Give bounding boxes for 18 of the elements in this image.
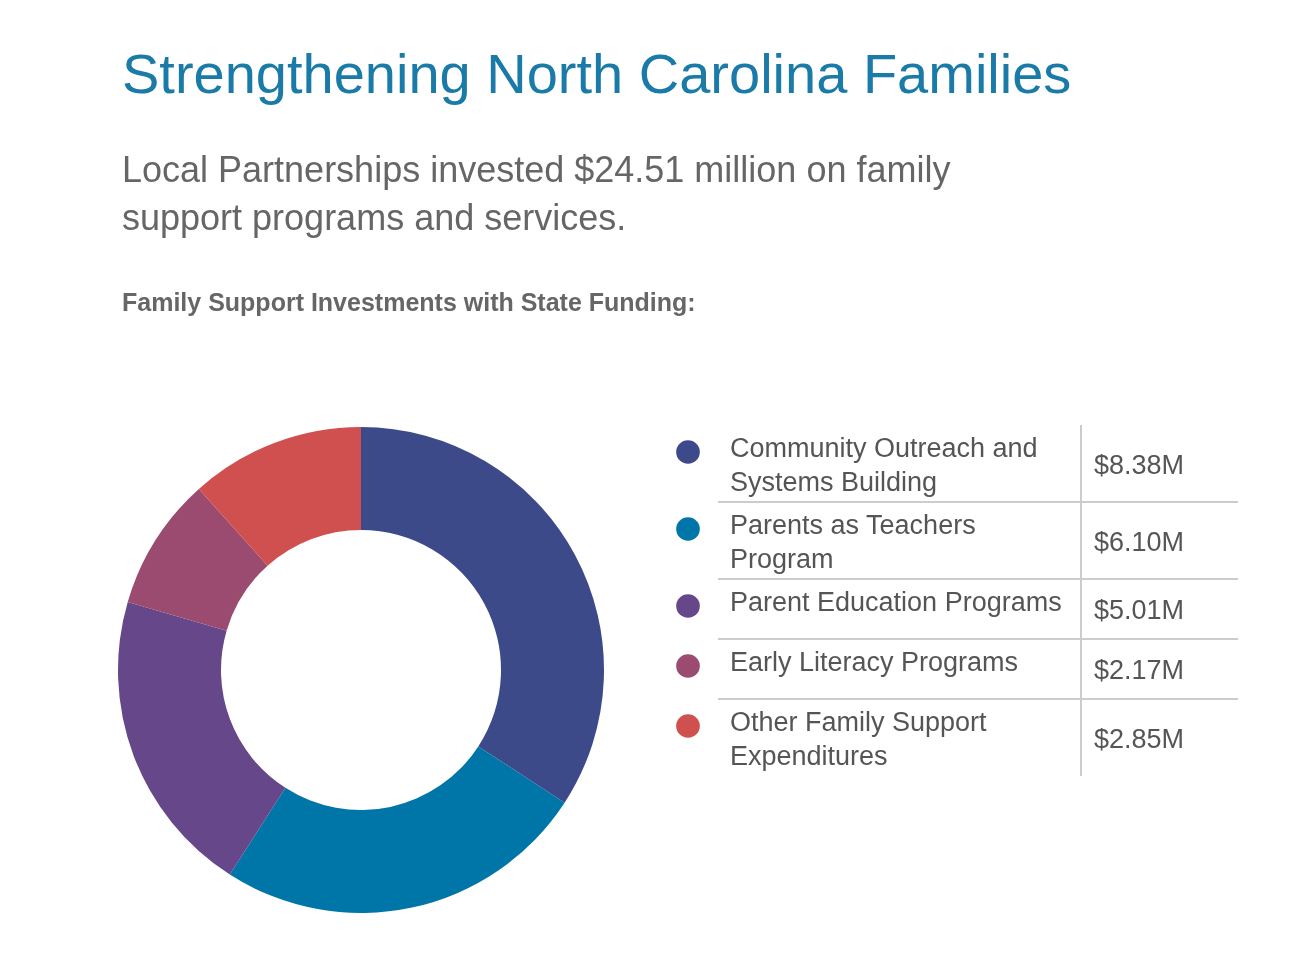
legend-label: Parent Education Programs <box>730 587 1062 617</box>
legend-label: Community Outreach and Systems Building <box>730 433 1038 497</box>
chart-subtitle: Local Partnerships invested $24.51 million on family support programs and services. <box>122 148 952 240</box>
donut-slice <box>118 601 286 875</box>
legend-label: Early Literacy Programs <box>730 647 1019 677</box>
chart-title: Strengthening North Carolina Families <box>122 41 1073 107</box>
legend-label: Other Family Support Expenditures <box>730 707 988 771</box>
donut-slice <box>229 746 565 913</box>
legend-label: Parents as Teachers Program <box>730 510 976 574</box>
donut-slice <box>198 427 361 566</box>
data-label: $2.17M <box>1094 655 1185 685</box>
data-label: $2.85M <box>1094 723 1185 754</box>
text: Family Support Investments with State Funding: <box>122 288 697 317</box>
data-label: $8.38M <box>1094 449 1185 480</box>
data-label: $6.10M <box>1094 526 1185 557</box>
data-label: $5.01M <box>1094 595 1185 625</box>
donut-slice <box>127 489 268 631</box>
donut-slice <box>361 427 604 803</box>
